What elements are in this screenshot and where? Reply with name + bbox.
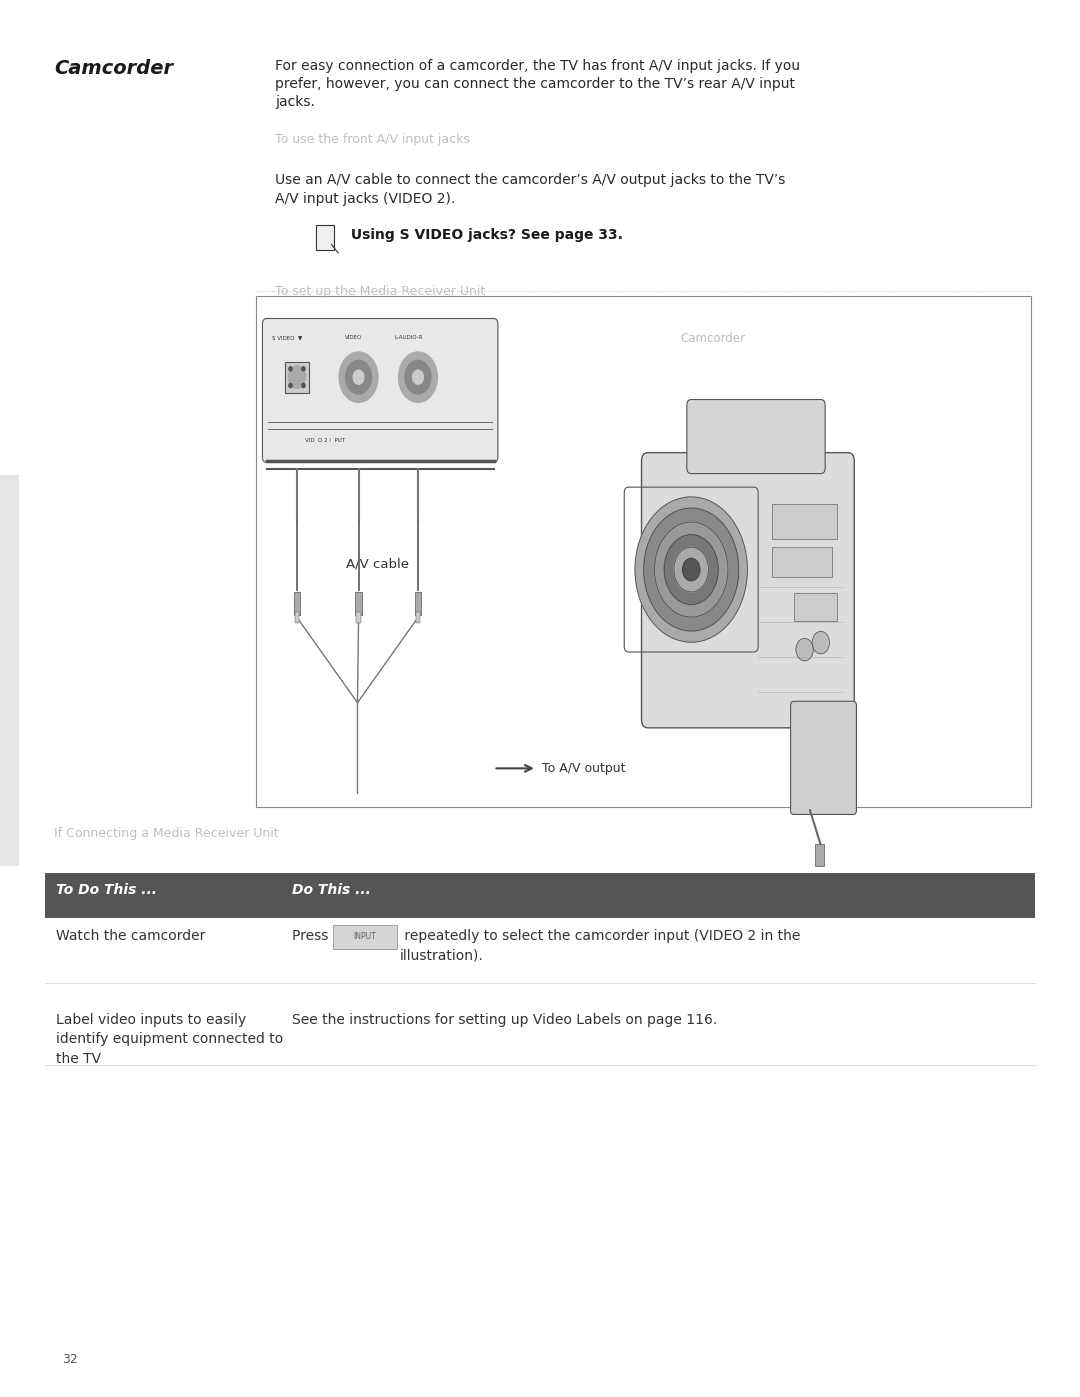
Circle shape (683, 559, 700, 581)
Text: Press: Press (292, 929, 333, 943)
Bar (295, 612, 299, 623)
Text: VID  O 2 I  PUT: VID O 2 I PUT (305, 437, 345, 443)
Circle shape (339, 352, 378, 402)
Text: For easy connection of a camcorder, the TV has front A/V input jacks. If you
pre: For easy connection of a camcorder, the … (275, 59, 800, 109)
Circle shape (302, 367, 306, 370)
Bar (772, 546, 832, 577)
Text: To Do This ...: To Do This ... (56, 883, 158, 897)
Bar (0, 475, 19, 866)
Bar (356, 612, 361, 623)
Bar (794, 594, 837, 622)
Bar (815, 844, 824, 866)
Circle shape (664, 535, 718, 605)
Circle shape (346, 360, 372, 394)
Text: repeatedly to select the camcorder input (VIDEO 2 in the
illustration).: repeatedly to select the camcorder input… (400, 929, 800, 963)
Text: Label video inputs to easily
identify equipment connected to
the TV: Label video inputs to easily identify eq… (56, 1013, 283, 1066)
Text: Camcorder: Camcorder (54, 59, 173, 78)
Circle shape (289, 383, 293, 388)
Circle shape (289, 367, 293, 370)
Circle shape (635, 497, 747, 643)
Circle shape (302, 383, 306, 388)
Text: To set up the Media Receiver Unit: To set up the Media Receiver Unit (275, 285, 486, 298)
Bar (772, 503, 837, 538)
Circle shape (654, 522, 728, 617)
Bar (316, 225, 334, 250)
Circle shape (796, 638, 813, 661)
Text: S VIDEO  ▼: S VIDEO ▼ (272, 335, 302, 341)
Circle shape (413, 370, 423, 384)
Circle shape (353, 370, 364, 384)
Bar (355, 592, 362, 615)
FancyBboxPatch shape (642, 453, 854, 728)
Circle shape (812, 631, 829, 654)
FancyBboxPatch shape (262, 319, 498, 462)
Bar (256, 296, 1031, 807)
Bar (45, 873, 1035, 918)
Circle shape (399, 352, 437, 402)
Circle shape (674, 548, 708, 592)
Text: L-AUDIO-R: L-AUDIO-R (394, 335, 422, 341)
Text: Using S VIDEO jacks? See page 33.: Using S VIDEO jacks? See page 33. (346, 228, 622, 242)
Text: Camcorder: Camcorder (680, 332, 745, 345)
Circle shape (405, 360, 431, 394)
Circle shape (288, 366, 306, 388)
FancyBboxPatch shape (791, 701, 856, 814)
Text: To A/V output: To A/V output (542, 761, 625, 775)
Text: 32: 32 (63, 1354, 78, 1366)
Text: Do This ...: Do This ... (292, 883, 370, 897)
Text: VIDEO: VIDEO (345, 335, 362, 341)
Text: Use an A/V cable to connect the camcorder’s A/V output jacks to the TV’s
A/V inp: Use an A/V cable to connect the camcorde… (275, 173, 786, 205)
Text: See the instructions for setting up Video Labels on page 116.: See the instructions for setting up Vide… (292, 1013, 717, 1027)
Text: To use the front A/V input jacks: To use the front A/V input jacks (275, 133, 470, 145)
Text: Watch the camcorder: Watch the camcorder (56, 929, 205, 943)
FancyBboxPatch shape (687, 400, 825, 474)
Bar (333, 925, 397, 949)
Text: If Connecting a Media Receiver Unit: If Connecting a Media Receiver Unit (54, 827, 279, 840)
Bar (294, 592, 300, 615)
Text: INPUT: INPUT (353, 932, 377, 942)
Text: A/V cable: A/V cable (346, 557, 408, 570)
Bar (416, 612, 420, 623)
Bar (285, 362, 309, 393)
Bar (415, 592, 421, 615)
Circle shape (644, 509, 739, 631)
